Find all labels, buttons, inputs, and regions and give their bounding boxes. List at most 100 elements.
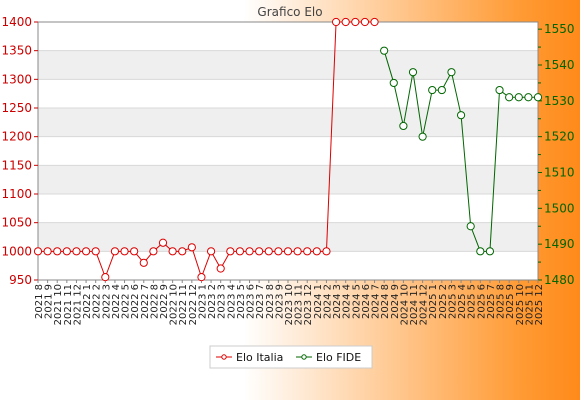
data-point bbox=[447, 68, 456, 77]
y-left-tick-label: 950 bbox=[9, 273, 32, 287]
data-point bbox=[351, 17, 360, 27]
y-left-tick-label: 1050 bbox=[1, 216, 32, 230]
data-point bbox=[437, 85, 446, 95]
x-tick-label: 2025 12 bbox=[534, 284, 545, 325]
grid-band bbox=[38, 108, 538, 137]
data-point bbox=[62, 247, 71, 256]
data-point bbox=[466, 222, 475, 231]
data-point bbox=[456, 111, 466, 120]
x-tick-label: 2021 12 bbox=[72, 284, 83, 325]
data-point bbox=[130, 247, 139, 256]
x-tick-label: 2024 8 bbox=[380, 284, 391, 319]
x-tick-label: 2021 11 bbox=[63, 284, 74, 325]
grid-band bbox=[38, 165, 538, 194]
data-point bbox=[33, 247, 43, 256]
y-right-tick-label: 1540 bbox=[544, 58, 575, 72]
legend-marker bbox=[301, 354, 307, 360]
data-point bbox=[303, 247, 312, 256]
data-point bbox=[505, 93, 514, 102]
y-right-tick-label: 1510 bbox=[544, 166, 575, 180]
data-point bbox=[476, 247, 485, 256]
x-tick-label: 2023 11 bbox=[294, 284, 305, 325]
x-tick-label: 2025 1 bbox=[428, 284, 439, 319]
y-right-tick-label: 1550 bbox=[544, 22, 575, 36]
chart-title: Grafico Elo bbox=[257, 5, 322, 19]
x-tick-label: 2022 5 bbox=[121, 284, 132, 319]
data-point bbox=[524, 93, 533, 102]
y-right-tick-label: 1520 bbox=[544, 130, 575, 144]
x-tick-label: 2025 6 bbox=[476, 284, 487, 319]
data-point bbox=[274, 247, 283, 256]
data-point bbox=[283, 247, 293, 256]
x-tick-label: 2023 7 bbox=[255, 284, 266, 319]
y-left-tick-label: 1000 bbox=[1, 244, 32, 258]
x-tick-label: 2022 4 bbox=[111, 284, 122, 319]
grid-band bbox=[38, 50, 538, 80]
y-left-tick-label: 1300 bbox=[1, 72, 32, 86]
x-tick-label: 2025 8 bbox=[496, 284, 507, 319]
data-point bbox=[331, 17, 341, 27]
x-tick-label: 2021 9 bbox=[44, 284, 55, 319]
x-tick-label: 2021 8 bbox=[34, 284, 45, 319]
data-point bbox=[110, 247, 120, 256]
data-point bbox=[360, 17, 370, 27]
x-tick-label: 2023 4 bbox=[226, 284, 237, 319]
x-tick-label: 2022 3 bbox=[101, 284, 112, 319]
x-tick-label: 2024 6 bbox=[361, 284, 372, 319]
x-tick-label: 2023 10 bbox=[284, 284, 295, 325]
data-point bbox=[53, 247, 62, 256]
x-tick-label: 2022 8 bbox=[149, 284, 160, 319]
data-point bbox=[81, 247, 91, 256]
x-tick-label: 2025 9 bbox=[505, 284, 516, 319]
x-tick-label: 2024 12 bbox=[419, 284, 430, 325]
x-tick-label: 2024 1 bbox=[313, 284, 324, 319]
x-tick-label: 2023 9 bbox=[274, 284, 285, 319]
data-point bbox=[197, 273, 206, 282]
y-right-tick-label: 1490 bbox=[544, 237, 575, 251]
x-tick-label: 2025 2 bbox=[438, 284, 449, 319]
x-tick-label: 2023 12 bbox=[303, 284, 314, 325]
data-point bbox=[43, 247, 52, 256]
x-tick-label: 2023 6 bbox=[246, 284, 257, 319]
y-right-tick-label: 1500 bbox=[544, 201, 575, 215]
data-point bbox=[380, 46, 389, 55]
data-point bbox=[139, 258, 148, 267]
x-tick-label: 2025 5 bbox=[467, 284, 478, 319]
x-tick-label: 2024 3 bbox=[332, 284, 343, 319]
y-left-tick-label: 1350 bbox=[1, 44, 32, 58]
data-point bbox=[312, 247, 321, 256]
data-point bbox=[206, 247, 216, 256]
data-point bbox=[168, 247, 177, 256]
y-left-tick-label: 1400 bbox=[1, 15, 32, 29]
x-tick-label: 2024 2 bbox=[322, 284, 333, 319]
x-tick-label: 2024 9 bbox=[390, 284, 401, 319]
data-point bbox=[399, 121, 408, 131]
y-right-tick-label: 1480 bbox=[544, 273, 575, 287]
x-tick-label: 2021 10 bbox=[53, 284, 64, 325]
data-point bbox=[226, 247, 235, 256]
x-tick-label: 2022 11 bbox=[178, 284, 189, 325]
legend-label: Elo Italia bbox=[236, 351, 283, 364]
x-tick-label: 2023 5 bbox=[236, 284, 247, 319]
x-tick-label: 2022 9 bbox=[159, 284, 170, 319]
data-point bbox=[255, 247, 264, 256]
data-point bbox=[428, 85, 437, 95]
x-tick-label: 2024 5 bbox=[351, 284, 362, 319]
data-point bbox=[235, 247, 245, 256]
data-point bbox=[293, 247, 302, 256]
data-point bbox=[370, 17, 379, 27]
data-point bbox=[72, 247, 81, 256]
x-tick-label: 2024 7 bbox=[371, 284, 382, 319]
x-tick-label: 2025 7 bbox=[486, 284, 497, 319]
x-tick-label: 2025 11 bbox=[524, 284, 535, 325]
y-left-tick-label: 1100 bbox=[1, 187, 32, 201]
x-tick-label: 2022 2 bbox=[92, 284, 103, 319]
data-point bbox=[120, 247, 129, 256]
x-tick-label: 2023 3 bbox=[217, 284, 228, 319]
x-tick-label: 2022 7 bbox=[140, 284, 151, 319]
data-point bbox=[91, 247, 100, 256]
x-tick-label: 2023 2 bbox=[207, 284, 218, 319]
data-point bbox=[485, 247, 495, 256]
